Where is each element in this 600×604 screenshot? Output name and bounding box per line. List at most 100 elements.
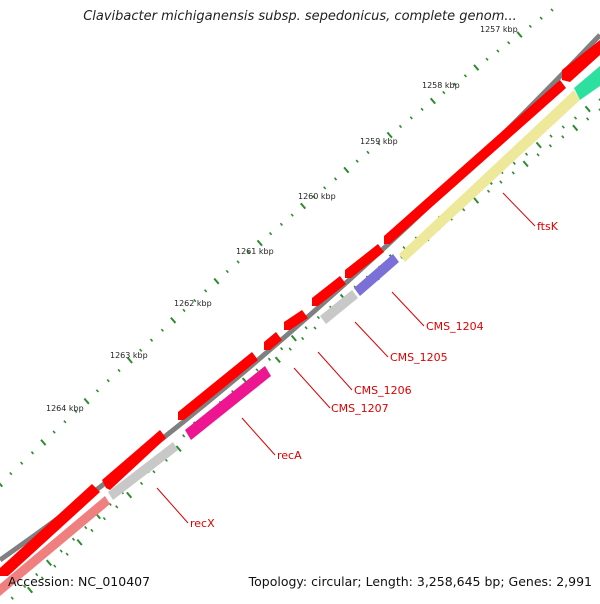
tick-mark <box>106 378 110 383</box>
tick-mark <box>290 213 294 217</box>
tick-mark <box>204 289 208 293</box>
tick-mark <box>366 150 370 155</box>
tick-label: 1262 kbp <box>174 299 212 308</box>
feature-labels: ftsK CMS_1204 CMS_1205 CMS_1206 CMS_1207… <box>190 220 559 530</box>
feature-label-recx[interactable]: recX <box>190 517 215 530</box>
tick-mark <box>333 177 338 181</box>
tick-mark <box>409 116 413 120</box>
gene-feature[interactable] <box>312 276 346 306</box>
gene-feature[interactable] <box>264 332 282 350</box>
tick-mark <box>463 74 467 78</box>
tick-mark <box>548 144 553 148</box>
cds-feature[interactable] <box>320 290 358 324</box>
tick-mark <box>313 326 317 330</box>
tick-mark <box>90 528 94 533</box>
tick-mark <box>139 481 144 486</box>
tick-label: 1260 kbp <box>298 192 336 201</box>
cds-feature[interactable] <box>108 442 178 500</box>
feature-label-cms1205[interactable]: CMS_1205 <box>390 351 448 364</box>
tick-mark <box>126 357 133 364</box>
tick-mark <box>255 368 259 372</box>
tick-mark <box>516 31 523 38</box>
tick-mark <box>117 368 121 373</box>
gene-feature[interactable] <box>102 430 166 490</box>
tick-mark <box>225 269 229 274</box>
tick-mark <box>10 596 14 600</box>
gene-feature[interactable] <box>345 244 384 278</box>
tick-label: 1257 kbp <box>480 25 518 34</box>
tick-mark <box>512 161 516 165</box>
tick-mark <box>323 186 327 190</box>
tick-mark <box>586 117 590 121</box>
gene-feature[interactable] <box>178 352 258 420</box>
tick-mark <box>316 315 320 320</box>
tick-mark <box>269 231 273 236</box>
tick-mark <box>598 98 600 102</box>
tick-labels: 1257 kbp 1258 kbp 1259 kbp 1260 kbp 1261… <box>46 25 518 413</box>
gene-track <box>0 40 600 576</box>
tick-mark <box>279 222 283 227</box>
tick-label: 1263 kbp <box>110 351 148 360</box>
tick-mark <box>45 559 53 567</box>
tick-mark <box>139 348 143 352</box>
tick-mark <box>511 171 515 175</box>
tick-mark <box>473 64 480 71</box>
cds-feature[interactable] <box>0 496 110 596</box>
tick-mark <box>182 434 186 438</box>
tick-mark <box>160 328 164 332</box>
tick-mark <box>355 159 359 163</box>
tick-mark <box>499 180 503 184</box>
tick-mark <box>74 409 78 414</box>
cds-feature[interactable] <box>185 366 271 440</box>
tick-mark <box>40 439 47 446</box>
tick-mark <box>152 470 156 474</box>
feature-label-ftsk[interactable]: ftsK <box>537 220 559 233</box>
tick-mark <box>572 124 579 132</box>
tick-mark <box>496 49 500 53</box>
tick-mark <box>429 97 436 105</box>
tick-mark <box>485 57 489 61</box>
tick-mark <box>30 451 35 455</box>
tick-mark <box>598 108 600 112</box>
tick-mark <box>550 8 554 12</box>
feature-label-cms1207[interactable]: CMS_1207 <box>331 402 389 415</box>
tick-mark <box>9 471 13 476</box>
tick-label: 1258 kbp <box>422 81 460 90</box>
tick-mark <box>193 298 197 303</box>
tick-mark <box>0 482 4 488</box>
gene-feature[interactable] <box>0 484 100 576</box>
gene-feature[interactable] <box>284 310 308 330</box>
tick-mark <box>288 347 292 351</box>
gene-feature[interactable] <box>562 40 600 82</box>
tick-mark <box>420 107 424 112</box>
tick-mark <box>236 260 240 264</box>
cds-feature[interactable] <box>399 90 580 262</box>
feature-label-cms1204[interactable]: CMS_1204 <box>426 320 484 333</box>
gene-feature[interactable] <box>384 80 566 244</box>
tick-mark <box>20 461 24 465</box>
tick-mark <box>398 124 403 129</box>
feature-label-reca[interactable]: recA <box>277 449 302 462</box>
feature-label-cms1206[interactable]: CMS_1206 <box>354 384 412 397</box>
tick-label: 1259 kbp <box>360 137 398 146</box>
tick-mark <box>486 189 491 193</box>
tick-mark <box>95 389 99 393</box>
tick-mark <box>115 505 119 509</box>
tick-mark <box>40 576 44 580</box>
tick-mark <box>170 316 177 324</box>
cds-feature[interactable] <box>354 254 399 296</box>
tick-mark <box>473 197 480 204</box>
tick-label: 1264 kbp <box>46 404 84 413</box>
tick-mark <box>22 584 27 589</box>
tick-mark <box>535 141 542 149</box>
tick-mark <box>182 308 186 313</box>
cds-feature[interactable] <box>574 66 600 100</box>
tick-mark <box>522 160 529 168</box>
tick-mark <box>280 347 284 351</box>
tick-mark <box>300 202 307 210</box>
tick-mark <box>267 357 271 361</box>
tick-mark <box>304 326 308 330</box>
tick-mark <box>573 116 578 120</box>
